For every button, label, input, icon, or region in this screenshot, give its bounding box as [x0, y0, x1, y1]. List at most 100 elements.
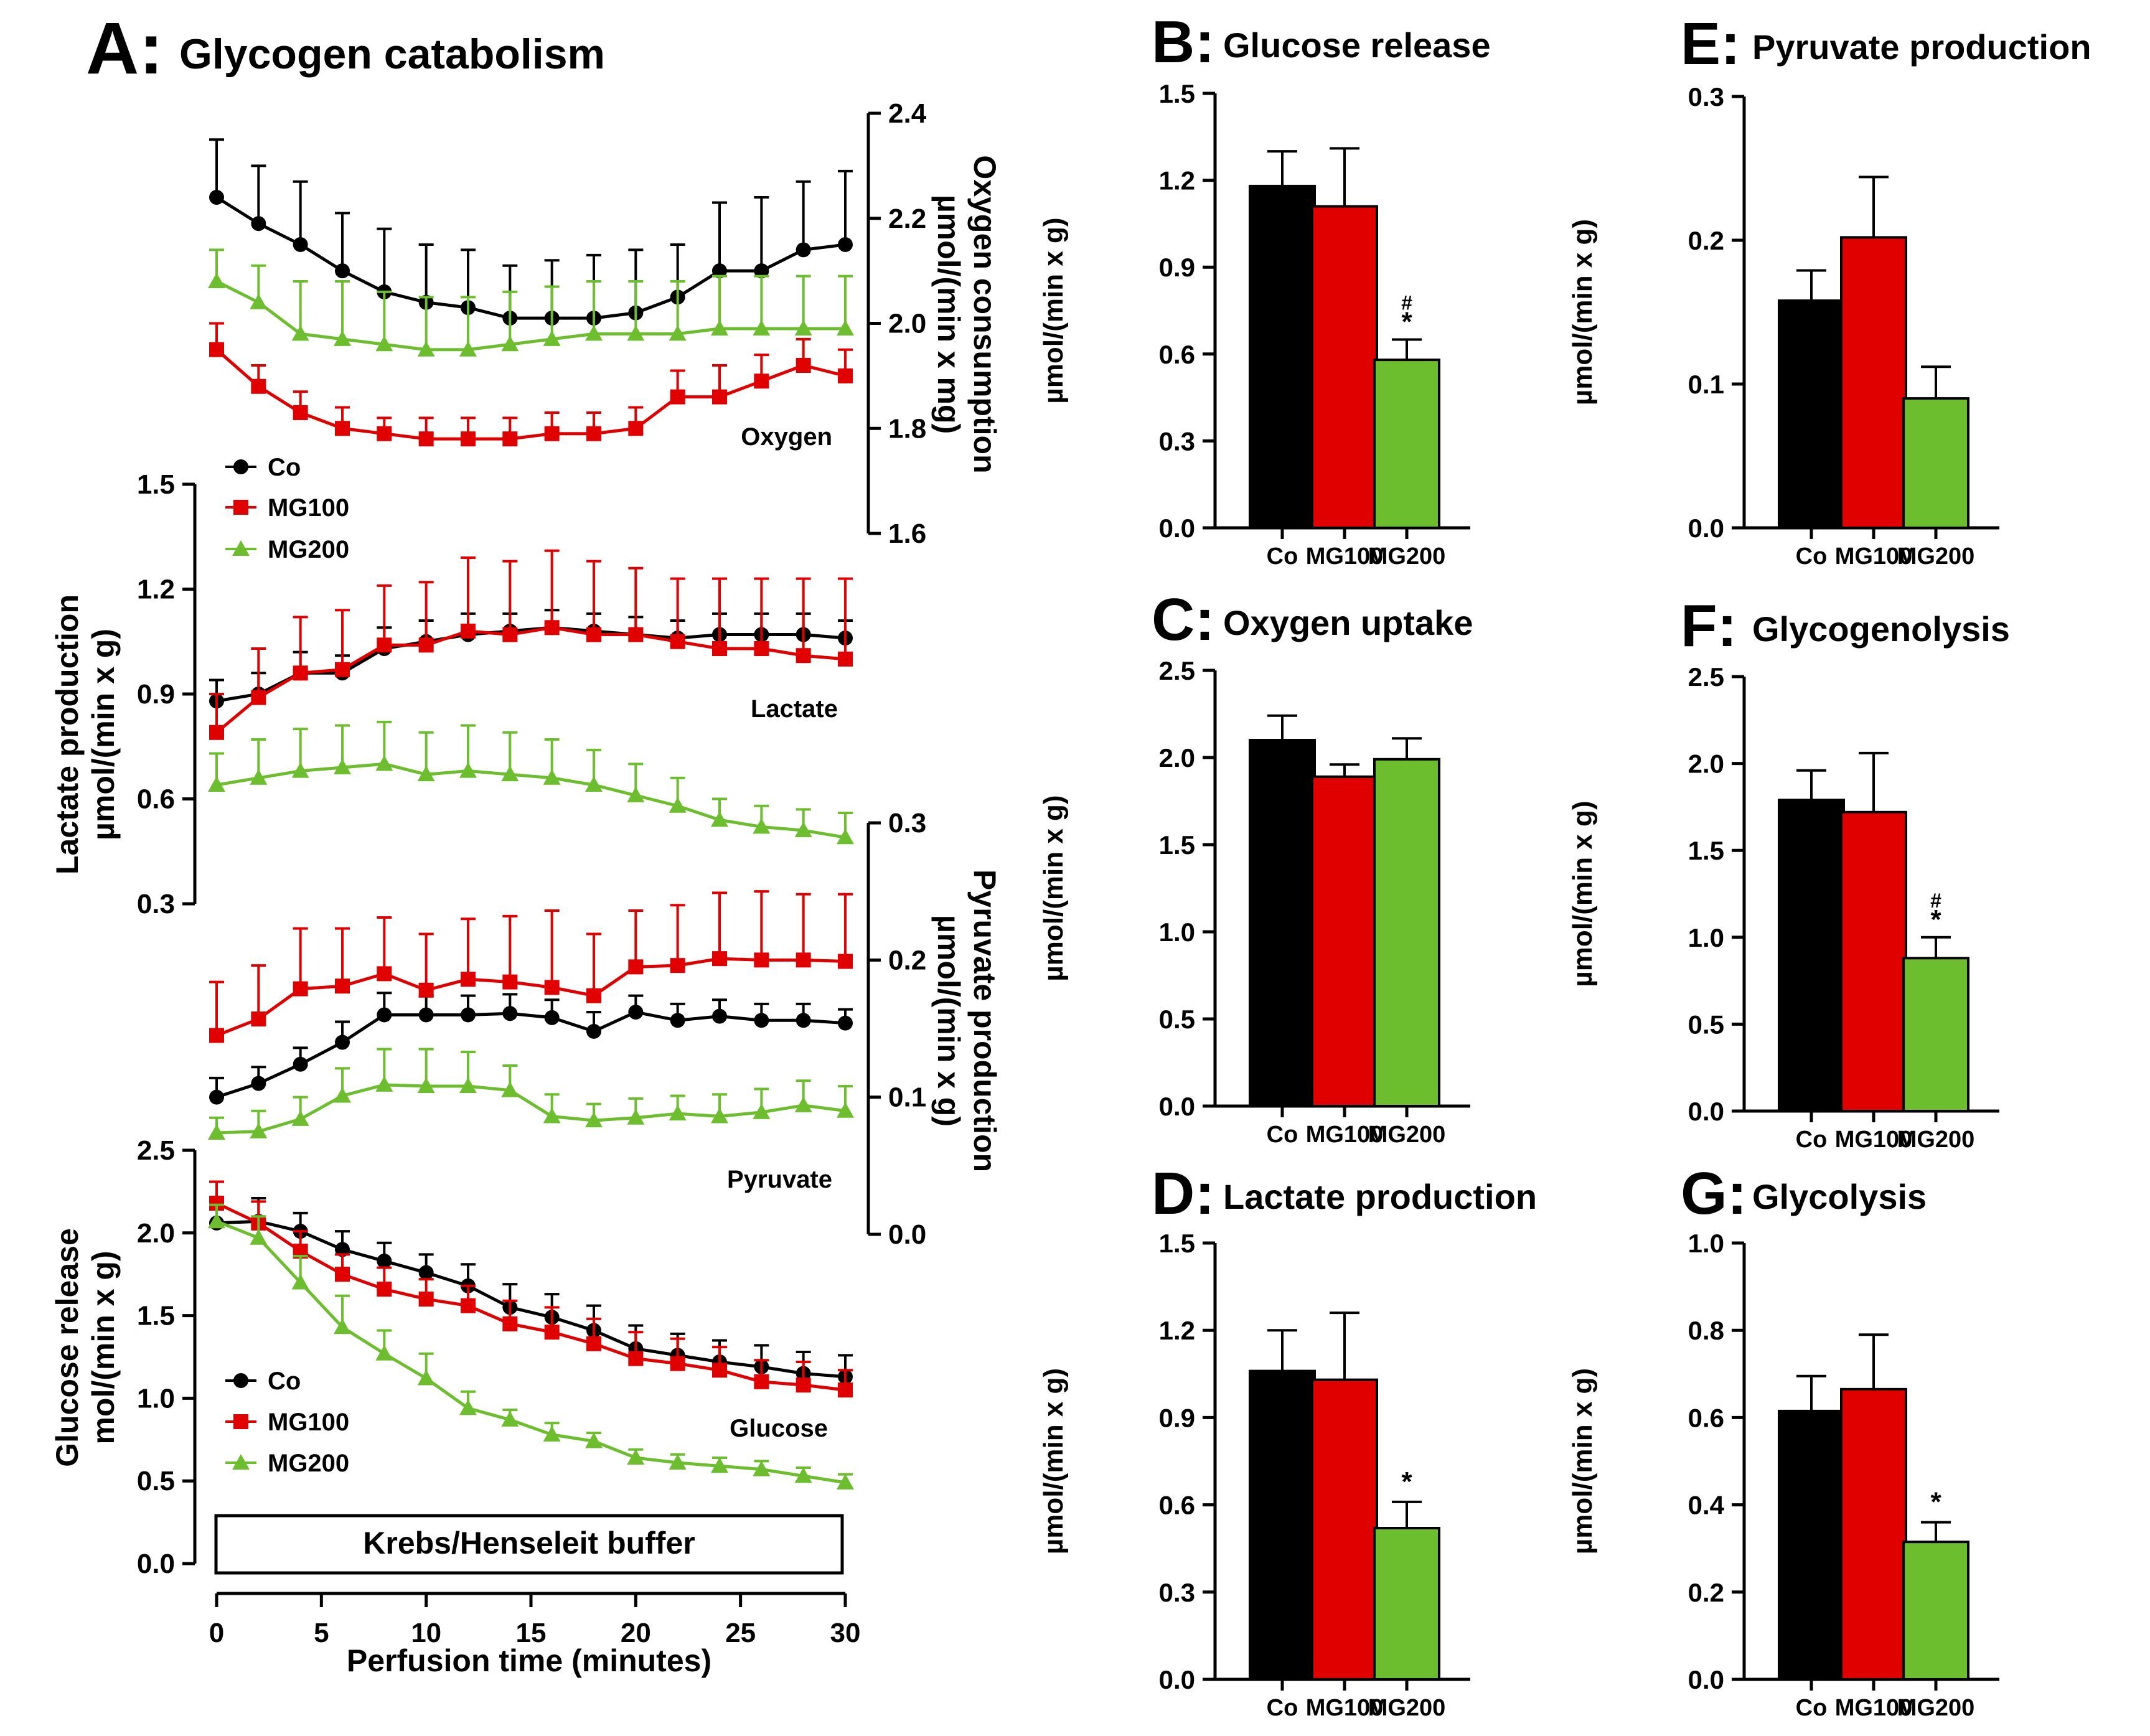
- oxygen-mg100-point: [251, 378, 266, 394]
- lactate-mg100-point: [838, 651, 853, 667]
- panel-b-category-label: MG200: [1368, 543, 1446, 570]
- glucose-mg200-point: [501, 1410, 519, 1427]
- pyruvate-mg100-point: [712, 951, 727, 967]
- oxygen-mg200-point: [753, 319, 771, 335]
- pyruvate-mg200-point: [417, 1077, 435, 1094]
- panel-d-tick-label: 0.6: [1159, 1491, 1195, 1520]
- panel-e-bar-mg200: [1902, 397, 1969, 529]
- pyruvate-mg200-point: [794, 1096, 812, 1112]
- panel-g-tick-label: 0.6: [1688, 1403, 1724, 1432]
- pyruvate-mg100-point: [335, 978, 350, 994]
- lactate-tick-label: 1.2: [137, 575, 175, 605]
- legend-bottom-mg200-marker: [232, 1454, 250, 1470]
- panel-c-letter: C:: [1152, 586, 1214, 653]
- panel-g-bar-mg100: [1840, 1387, 1907, 1681]
- panel-b-letter: B:: [1152, 9, 1214, 75]
- glucose-tick-label: 1.5: [137, 1301, 175, 1331]
- panel-c-category-label: Co: [1267, 1122, 1298, 1148]
- pyruvate-co-point: [628, 1005, 644, 1020]
- lactate-curve-label: Lactate: [751, 695, 838, 723]
- legend-top-co-marker: [233, 459, 248, 474]
- glucose-mg200-point: [250, 1229, 268, 1245]
- glucose-mg200-point: [375, 1344, 393, 1361]
- panel-e-tick-label: 0.0: [1688, 514, 1724, 543]
- oxygen-mg100-point: [796, 358, 811, 373]
- glucose-tick-label: 0.0: [137, 1549, 175, 1579]
- pyruvate-co-point: [502, 1006, 518, 1021]
- pyruvate-mg100-point: [418, 982, 434, 998]
- glucose-mg200-point: [291, 1274, 309, 1290]
- lactate-mg200-point: [501, 766, 519, 782]
- pyruvate-mg100-point: [754, 952, 769, 968]
- pyruvate-co-point: [335, 1035, 350, 1050]
- oxygen-mg100-point: [838, 368, 853, 383]
- panel-g-letter: G:: [1681, 1160, 1747, 1227]
- panel-f-tick-label: 0.0: [1688, 1097, 1724, 1126]
- glucose-co-point: [418, 1265, 434, 1280]
- lactate-mg100-line: [215, 626, 846, 734]
- oxygen-mg200-point: [250, 293, 268, 309]
- pyruvate-mg200-point: [375, 1076, 393, 1092]
- oxygen-curve-label: Oxygen: [741, 423, 832, 451]
- pyruvate-mg100-point: [377, 966, 392, 982]
- pyruvate-co-point: [251, 1076, 266, 1091]
- glucose-mg100-point: [544, 1325, 560, 1340]
- oxygen-mg100-point: [544, 426, 560, 441]
- lactate-mg200-point: [627, 786, 645, 802]
- oxygen-mg100-point: [712, 389, 727, 405]
- oxygen-ylabel: Oxygen consumption: [967, 155, 1002, 473]
- pyruvate-co-point: [418, 1007, 434, 1023]
- glucose-mg100-point: [586, 1336, 601, 1351]
- panel-d-title: Lactate production: [1223, 1177, 1537, 1216]
- oxygen-co-point: [838, 237, 853, 252]
- panel-f-tick-label: 1.0: [1688, 923, 1724, 952]
- glucose-unit: mol/(min x g): [86, 1250, 121, 1444]
- panel-f-title: Glycogenolysis: [1752, 609, 2010, 649]
- oxygen-mg100-point: [628, 421, 644, 436]
- panel-c-tick-label: 2.5: [1159, 656, 1195, 685]
- oxygen-mg100-point: [377, 426, 392, 441]
- lactate-mg200-point: [837, 828, 854, 845]
- pyruvate-mg100-point: [293, 981, 308, 997]
- pyruvate-mg100-point: [838, 954, 853, 969]
- lactate-tick-label: 0.6: [137, 784, 175, 815]
- pyruvate-tick-label: 0.2: [888, 945, 926, 975]
- panel-f-category-label: MG200: [1897, 1127, 1975, 1153]
- lactate-mg100-point: [628, 627, 644, 642]
- glucose-co-point: [377, 1253, 392, 1269]
- panel-f-bar-mg200: [1902, 957, 1969, 1112]
- panel-f-significance-mark: #: [1930, 889, 1941, 912]
- pyruvate-mg200-point: [669, 1105, 687, 1121]
- oxygen-tick-label: 2.2: [888, 204, 926, 234]
- lactate-mg200-point: [291, 762, 309, 778]
- panel-f-bar-co: [1778, 799, 1845, 1113]
- glucose-mg100-point: [335, 1267, 350, 1282]
- oxygen-co-point: [209, 190, 224, 205]
- panel-g-category-label: MG200: [1897, 1695, 1975, 1721]
- pyruvate-mg100-point: [461, 972, 476, 987]
- pyruvate-mg200-point: [501, 1081, 519, 1097]
- oxygen-mg200-point: [375, 335, 393, 352]
- panel-b-tick-label: 0.0: [1159, 514, 1195, 543]
- panel-d-tick-label: 0.0: [1159, 1665, 1195, 1694]
- panel-c-category-label: MG100: [1306, 1122, 1384, 1148]
- pyruvate-mg100-line: [216, 957, 846, 1037]
- lactate-mg100-point: [461, 623, 476, 639]
- oxygen-co-point: [251, 216, 266, 232]
- panel-g-tick-label: 0.8: [1688, 1316, 1724, 1345]
- pyruvate-mg200-point: [837, 1102, 854, 1118]
- panel-b-ylabel: µmol/(min x g): [1038, 217, 1069, 403]
- legend-top-mg200-label: MG200: [268, 536, 349, 563]
- oxygen-co-point: [754, 263, 769, 279]
- lactate-mg100-point: [670, 634, 685, 649]
- panel-b-tick-label: 1.2: [1159, 166, 1195, 195]
- oxygen-mg100-point: [209, 342, 224, 357]
- pyruvate-co-point: [586, 1023, 601, 1039]
- lactate-mg100-point: [377, 637, 392, 653]
- oxygen-mg200-point: [627, 325, 645, 341]
- panel-f-tick-label: 2.5: [1688, 662, 1724, 692]
- oxygen-mg100-point: [335, 421, 350, 436]
- panel-g-ylabel: µmol/(min x g): [1567, 1368, 1598, 1554]
- oxygen-mg200-point: [794, 319, 812, 335]
- lactate-mg100-point: [251, 690, 266, 705]
